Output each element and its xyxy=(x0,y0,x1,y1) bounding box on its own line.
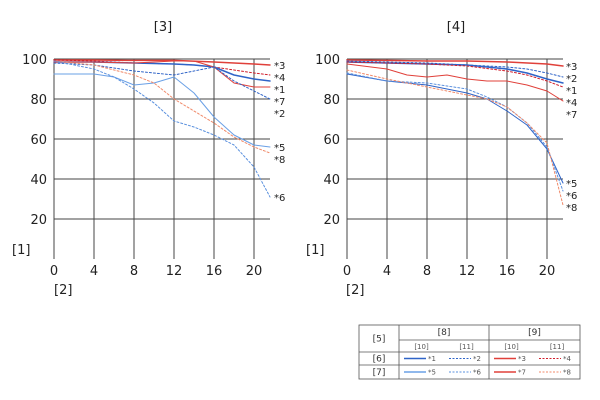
legend-row-label: [6] xyxy=(373,355,386,365)
legend-corner-label: [5] xyxy=(373,335,386,345)
series-line-8 xyxy=(346,69,564,206)
series-label-8: *8 xyxy=(566,203,577,214)
x-tick-label: 12 xyxy=(166,264,183,279)
y-tick-label: 60 xyxy=(30,133,47,148)
legend-entry-label: *2 xyxy=(473,355,481,363)
y-tick-label: 100 xyxy=(22,53,47,68)
series-label-5: *5 xyxy=(274,143,285,154)
series-label-4: *4 xyxy=(566,98,577,109)
series-line-3 xyxy=(53,59,271,66)
x-tick-label: 0 xyxy=(50,264,58,279)
x-tick-label: 16 xyxy=(206,264,223,279)
x-tick-label: 8 xyxy=(130,264,138,279)
legend-subheader: [11] xyxy=(550,343,565,351)
series-label-3: *3 xyxy=(566,62,577,73)
y-tick-label: 80 xyxy=(30,93,47,108)
series-line-6 xyxy=(53,60,271,198)
series-line-8 xyxy=(53,60,271,154)
legend-entry-label: *6 xyxy=(473,369,482,377)
legend-group-header: [8] xyxy=(438,328,451,338)
x-tick-label: 12 xyxy=(459,264,476,279)
series-line-6 xyxy=(346,72,564,192)
series-label-7: *7 xyxy=(566,110,577,121)
series-line-1 xyxy=(346,61,564,84)
x-tick-label: 20 xyxy=(539,264,556,279)
x-tick-label: 0 xyxy=(343,264,351,279)
y-axis-label: [1] xyxy=(306,243,324,258)
legend-entry-label: *8 xyxy=(563,369,571,377)
legend-entry-label: *5 xyxy=(428,369,436,377)
y-axis-label: [1] xyxy=(12,243,30,258)
series-line-4 xyxy=(346,61,564,88)
legend-entry-label: *1 xyxy=(428,355,436,363)
series-line-5 xyxy=(346,73,564,184)
series-label-5: *5 xyxy=(566,179,577,190)
series-line-3 xyxy=(346,59,564,67)
legend-subheader: [10] xyxy=(504,343,519,351)
y-tick-label: 40 xyxy=(30,173,47,188)
x-tick-label: 16 xyxy=(499,264,516,279)
y-tick-label: 100 xyxy=(315,53,340,68)
legend-subheader: [10] xyxy=(414,343,429,351)
y-tick-label: 60 xyxy=(323,133,340,148)
series-line-5 xyxy=(53,73,271,148)
chart-title: [3] xyxy=(154,20,172,35)
x-axis-label: [2] xyxy=(54,283,72,298)
series-line-7 xyxy=(53,60,271,88)
x-axis-label: [2] xyxy=(346,283,364,298)
series-label-6: *6 xyxy=(274,193,285,204)
legend-row-label: [7] xyxy=(373,368,386,378)
y-tick-label: 20 xyxy=(30,213,47,228)
series-label-7: *7 xyxy=(274,97,285,108)
legend-entry-label: *3 xyxy=(518,355,526,363)
chart-title: [4] xyxy=(447,20,465,35)
x-tick-label: 20 xyxy=(246,264,263,279)
legend-entry-label: *4 xyxy=(563,355,572,363)
series-label-2: *2 xyxy=(274,109,285,120)
y-tick-label: 40 xyxy=(323,173,340,188)
series-label-4: *4 xyxy=(274,73,285,84)
y-tick-label: 20 xyxy=(323,213,340,228)
series-label-2: *2 xyxy=(566,74,577,85)
x-tick-label: 4 xyxy=(383,264,391,279)
legend-group-header: [9] xyxy=(528,328,541,338)
series-label-8: *8 xyxy=(274,155,285,166)
legend-entry-label: *7 xyxy=(518,369,526,377)
series-label-1: *1 xyxy=(566,86,577,97)
y-tick-label: 80 xyxy=(323,93,340,108)
series-line-2 xyxy=(53,62,271,100)
legend-subheader: [11] xyxy=(459,343,474,351)
series-label-6: *6 xyxy=(566,191,577,202)
series-line-2 xyxy=(346,60,564,78)
series-line-7 xyxy=(346,63,564,102)
series-label-1: *1 xyxy=(274,85,285,96)
x-tick-label: 8 xyxy=(423,264,431,279)
x-tick-label: 4 xyxy=(90,264,98,279)
series-label-3: *3 xyxy=(274,61,285,72)
